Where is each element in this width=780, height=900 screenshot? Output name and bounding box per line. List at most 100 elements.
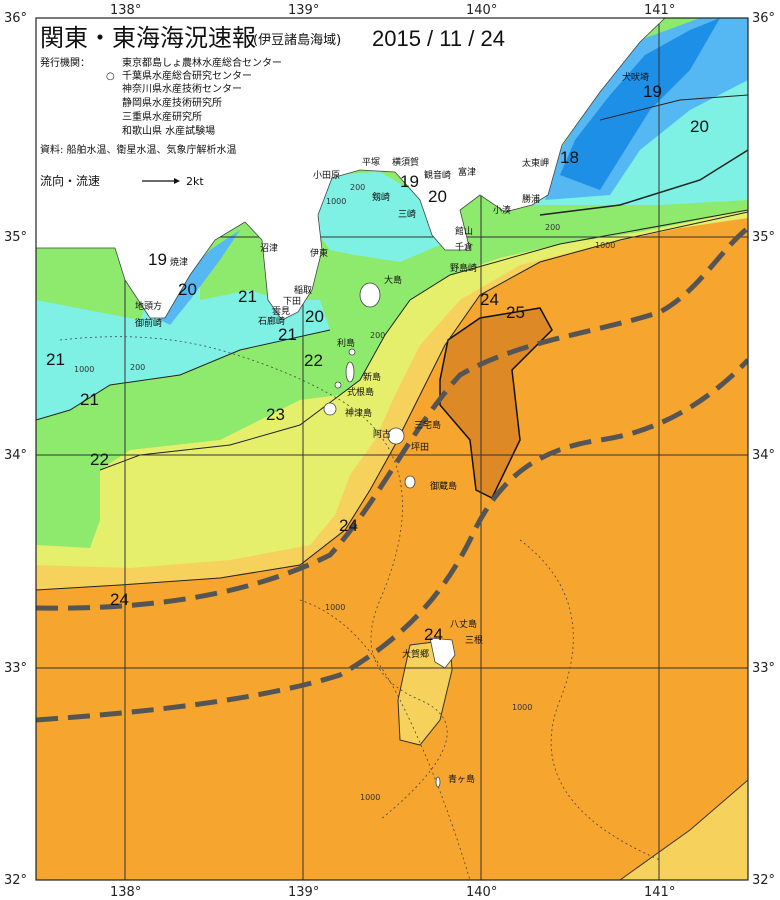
place-label: 新島 — [363, 371, 381, 383]
place-label: 富津 — [458, 166, 476, 178]
depth-label: 200 — [545, 223, 560, 232]
island-oshima — [359, 282, 381, 308]
data-source: 資料: 船舶水温、衛星水温、気象庁解析水温 — [40, 143, 237, 156]
temp-label: 22 — [90, 450, 109, 469]
report-date: 2015 / 11 / 24 — [372, 26, 505, 51]
temp-label: 23 — [266, 405, 285, 424]
lon-top-138: 138° — [110, 3, 141, 18]
zone-23-southeast — [619, 779, 748, 880]
lon-bottom-139: 139° — [288, 885, 319, 900]
page-title: 関東・東海海況速報 — [40, 24, 256, 52]
depth-label: 1000 — [360, 793, 380, 802]
place-label: 三根 — [465, 634, 483, 646]
place-label: 御蔵島 — [430, 480, 457, 492]
temperature-labels: 19 20 18 19 20 20 21 21 20 21 22 21 23 2… — [46, 82, 709, 644]
issuer-6: 和歌山県 水産試験場 — [122, 124, 215, 137]
temp-label: 24 — [339, 516, 358, 535]
temp-label: 24 — [480, 290, 499, 309]
temp-label: 21 — [80, 390, 99, 409]
issuer-2: 千葉県水産総合研究センター — [122, 69, 252, 82]
lat-left-35: 35° — [4, 230, 27, 245]
place-label: 三宅島 — [414, 419, 441, 431]
issuer-marker: ○ — [106, 71, 115, 82]
island-shikinejima — [334, 381, 342, 389]
lat-left-32: 32° — [4, 873, 27, 888]
place-label: 勝浦 — [522, 193, 540, 205]
place-label: 利島 — [337, 337, 355, 349]
zone-20-west — [36, 255, 330, 420]
depth-label: 1000 — [325, 603, 345, 612]
temp-label: 24 — [110, 590, 129, 609]
place-label: 小田原 — [313, 170, 340, 181]
depth-label: 1000 — [512, 703, 532, 712]
temp-label: 19 — [643, 82, 662, 101]
depth-label: 1000 — [74, 365, 94, 374]
lat-right-34: 34° — [752, 448, 775, 463]
map-frame — [35, 17, 749, 881]
island-hachijojima — [429, 637, 456, 669]
place-label: 犬吠埼 — [622, 71, 649, 83]
place-label: 石廊崎 — [258, 315, 285, 327]
place-label: 御前崎 — [135, 317, 162, 329]
arrowhead-icon — [174, 178, 180, 184]
lat-left-33: 33° — [4, 661, 27, 676]
island-niijima — [345, 361, 355, 383]
place-label: 坪田 — [411, 442, 429, 453]
place-names: 犬吠埼 太東岬 勝浦 小湊 富津 館山 千倉 野島崎 横須賀 観音崎 剱崎 三崎… — [135, 71, 649, 785]
islands — [323, 282, 456, 788]
zone-19-west — [160, 230, 240, 325]
island-aogashima — [435, 776, 441, 788]
depth-label: 1000 — [326, 197, 346, 206]
issuer-1: 東京都島しょ農林水産総合センター — [122, 56, 282, 69]
place-label: 平塚 — [362, 157, 380, 168]
zone-18-east — [560, 18, 720, 190]
island-kozushima — [323, 402, 337, 416]
issuer-3: 神奈川県水産技術センター — [122, 82, 242, 95]
place-label: 神津島 — [345, 407, 372, 419]
lon-bottom-138: 138° — [110, 885, 141, 900]
place-label: 剱崎 — [372, 191, 390, 203]
lat-left-34: 34° — [4, 448, 27, 463]
place-label: 三崎 — [398, 208, 416, 220]
place-label: 千倉 — [455, 241, 473, 253]
isotherms — [36, 94, 748, 591]
honshu-land — [36, 18, 666, 321]
place-label: 式根島 — [347, 386, 374, 398]
lon-bottom-141: 141° — [644, 885, 675, 900]
map-area — [36, 18, 748, 880]
lon-bottom-140: 140° — [466, 885, 497, 900]
issuer-5: 三重県水産研究所 — [122, 110, 202, 123]
depth-labels: 200 1000 200 1000 200 1000 200 1000 1000… — [74, 183, 615, 802]
temp-label: 20 — [305, 307, 324, 326]
temp-label: 24 — [424, 625, 443, 644]
flow-legend-label: 流向・流速 — [40, 173, 100, 188]
place-label: 青ヶ島 — [448, 773, 475, 785]
temp-label: 20 — [178, 280, 197, 299]
lon-top-141: 141° — [644, 3, 675, 18]
place-label: 阿古 — [373, 428, 391, 440]
place-label: 館山 — [455, 225, 473, 237]
axis-labels: 138° 139° 140° 141° 138° 139° 140° 141° … — [4, 3, 775, 900]
island-mikurajima — [404, 475, 416, 489]
place-label: 沼津 — [260, 243, 278, 254]
place-label: 下田 — [283, 296, 301, 307]
place-label: 太東岬 — [522, 157, 549, 169]
lon-top-139: 139° — [288, 3, 319, 18]
issuer-label: 発行機関： — [40, 56, 90, 69]
depth-label: 200 — [370, 331, 385, 340]
temp-label: 20 — [690, 117, 709, 136]
zone-20-sagami — [305, 172, 440, 262]
depth-label: 200 — [130, 363, 145, 372]
temp-label: 19 — [400, 172, 419, 191]
place-label: 地頭方 — [135, 300, 162, 312]
island-toshima — [348, 348, 356, 356]
depth-contours — [59, 336, 661, 880]
lat-right-35: 35° — [752, 230, 775, 245]
temp-label: 22 — [304, 351, 323, 370]
place-label: 稲取 — [294, 284, 312, 296]
kuroshio-axis — [36, 226, 748, 723]
header: 関東・東海海況速報 (伊豆諸島海域) 2015 / 11 / 24 発行機関： … — [40, 24, 505, 188]
depth-label: 1000 — [595, 241, 615, 250]
place-label: 伊東 — [310, 247, 328, 259]
